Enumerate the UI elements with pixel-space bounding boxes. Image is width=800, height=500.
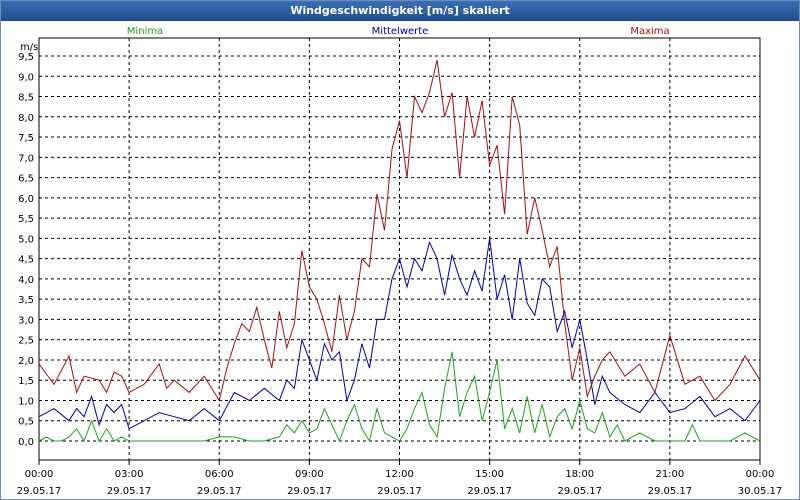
x-tick-date-label: 30.05.17	[738, 486, 783, 497]
x-tick-date-label: 29.05.17	[197, 486, 242, 497]
x-tick-time-label: 18:00	[565, 469, 594, 480]
x-tick-date-label: 29.05.17	[377, 486, 422, 497]
y-axis-tick-labels: 9,5 9,0 8,5 8,0 7,5 7,0 6,5 6,0 5,5 5,0 4,5 4,0 3,5 3…	[18, 52, 34, 448]
x-tick-time-label: 00:00	[746, 469, 775, 480]
series-line-maxima	[38, 59, 761, 402]
x-tick-date-label: 29.05.17	[557, 486, 602, 497]
y-tick-label: 4,0	[18, 275, 34, 286]
x-tick-time-label: 15:00	[475, 469, 504, 480]
x-tick-date-label: 29.05.17	[17, 486, 62, 497]
legend-mittelwerte: Mittelwerte	[372, 26, 429, 37]
x-tick-date-label: 29.05.17	[648, 486, 693, 497]
x-axis-tick-labels: 00:00 29.05.17 03:00 29.05.17 06:00 29.05.17 0…	[17, 469, 783, 497]
series-line-mittelwerte	[38, 238, 761, 430]
y-tick-label: 1,5	[18, 376, 34, 387]
y-tick-label: 1,0	[18, 396, 34, 407]
chart-title: Windgeschwindigkeit [m/s] skaliert	[290, 4, 510, 17]
x-tick-time-label: 09:00	[295, 469, 324, 480]
x-tick-date-label: 29.05.17	[287, 486, 332, 497]
y-tick-label: 8,5	[18, 93, 34, 104]
y-tick-label: 6,5	[18, 174, 34, 185]
y-tick-label: 7,5	[18, 133, 34, 144]
y-tick-label: 7,0	[18, 153, 34, 164]
title-bar: Windgeschwindigkeit [m/s] skaliert	[1, 1, 799, 21]
legend-minima: Minima	[127, 26, 163, 37]
x-tick-date-label: 29.05.17	[107, 486, 152, 497]
y-tick-label: 2,5	[18, 336, 34, 347]
y-tick-label: 8,0	[18, 113, 34, 124]
y-tick-label: 6,0	[18, 194, 34, 205]
legend-maxima: Maxima	[630, 26, 669, 37]
y-tick-label: 4,5	[18, 255, 34, 266]
legend: Minima Mittelwerte Maxima	[127, 26, 670, 37]
y-tick-label: 3,5	[18, 295, 34, 306]
x-tick-time-label: 21:00	[655, 469, 684, 480]
x-tick-time-label: 12:00	[385, 469, 414, 480]
y-axis-unit-label: m/s	[20, 42, 38, 53]
y-tick-label: 9,0	[18, 72, 34, 83]
x-tick-time-label: 03:00	[115, 469, 144, 480]
series-lines	[38, 59, 761, 443]
y-tick-label: 9,5	[18, 52, 34, 63]
y-tick-label: 5,0	[18, 234, 34, 245]
y-tick-label: 2,0	[18, 356, 34, 367]
y-tick-label: 5,5	[18, 214, 34, 225]
y-tick-label: 0,0	[18, 437, 34, 448]
y-tick-label: 0,5	[18, 417, 34, 428]
x-tick-date-label: 29.05.17	[467, 486, 512, 497]
x-tick-time-label: 06:00	[205, 469, 234, 480]
vertical-gridlines	[38, 38, 761, 465]
y-tick-label: 3,0	[18, 315, 34, 326]
series-line-minima	[38, 351, 761, 443]
x-tick-time-label: 00:00	[25, 469, 54, 480]
